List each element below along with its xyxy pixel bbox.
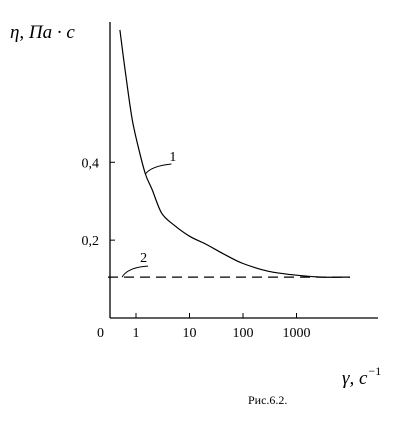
x-axis-label-superscript: −1 xyxy=(368,364,381,378)
y-tick-label: 0,4 xyxy=(82,156,100,171)
series-2-leader xyxy=(121,265,149,278)
series-1-leader xyxy=(145,163,172,175)
x-tick-label: 1 xyxy=(133,326,140,341)
y-ticks: 0,2 0,4 xyxy=(82,156,115,249)
x-axis-label-main: γ, с xyxy=(342,368,368,389)
series-1-line xyxy=(119,29,351,278)
figure-caption: Рис.6.2. xyxy=(248,393,287,407)
series-2-label: 2 xyxy=(140,251,147,266)
origin-label: 0 xyxy=(97,326,104,341)
x-ticks: 1 10 100 1000 xyxy=(133,313,311,341)
series-layer xyxy=(108,29,351,278)
y-axis-label: η, Па · с xyxy=(10,22,75,43)
series-1-label: 1 xyxy=(169,150,176,165)
x-tick-label: 1000 xyxy=(283,326,311,341)
x-tick-label: 100 xyxy=(233,326,254,341)
x-tick-label: 10 xyxy=(183,326,197,341)
y-tick-label: 0,2 xyxy=(82,234,100,249)
annotation-layer: 12 xyxy=(121,150,176,278)
x-axis-label: γ, с−1 xyxy=(342,364,381,389)
